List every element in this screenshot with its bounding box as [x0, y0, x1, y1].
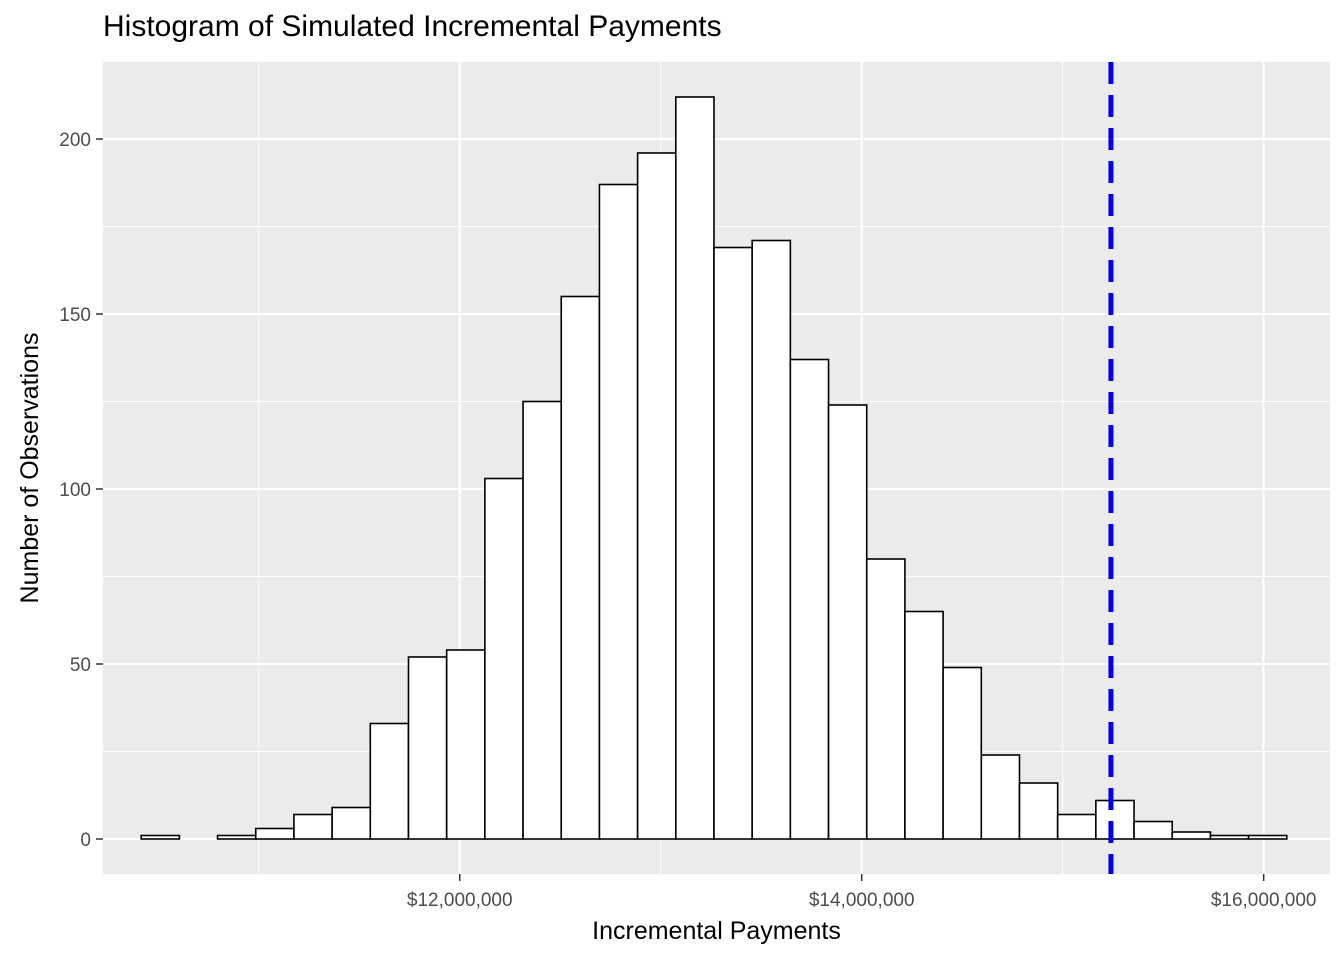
histogram-bar	[751, 239, 792, 840]
histogram-bar	[140, 834, 181, 840]
histogram-bar	[1171, 831, 1212, 840]
histogram-bar	[484, 477, 524, 840]
y-tick-label: 150	[59, 305, 91, 326]
y-tick-label: 50	[70, 655, 91, 676]
x-tick-label: $12,000,000	[407, 890, 513, 911]
histogram-bar	[254, 827, 295, 840]
histogram-bar	[369, 722, 410, 840]
histogram-bar	[560, 295, 601, 840]
histogram-bar	[942, 666, 983, 840]
histogram-bar	[1209, 834, 1250, 840]
histogram-bar	[522, 400, 563, 840]
histogram-bar	[636, 152, 677, 840]
x-axis-title: Incremental Payments	[592, 917, 841, 945]
chart-title: Histogram of Simulated Incremental Payme…	[103, 10, 722, 43]
histogram-bar	[1056, 813, 1097, 840]
histogram-bar	[1095, 799, 1135, 840]
histogram-bar	[216, 834, 257, 840]
axis-tick-labels: $12,000,000 $14,000,000 $16,000,000 0 50 100 1…	[59, 130, 1316, 911]
histogram-bar	[445, 649, 486, 840]
histogram-bar	[293, 813, 333, 840]
histogram-bar	[331, 806, 372, 840]
y-tick-label: 100	[59, 480, 91, 501]
minor-gridlines	[103, 62, 1330, 874]
y-tick-label: 0	[80, 830, 91, 851]
y-tick-label: 200	[59, 130, 91, 151]
histogram-bar	[980, 754, 1021, 840]
x-tick-label: $14,000,000	[809, 890, 915, 911]
x-tick-label: $16,000,000	[1211, 890, 1317, 911]
histogram-bars	[140, 96, 1288, 840]
histogram-bar	[789, 358, 830, 840]
histogram-bar	[1133, 820, 1174, 840]
histogram-bar	[713, 246, 753, 840]
y-axis-title: Number of Observations	[16, 333, 44, 604]
histogram-bar	[827, 404, 868, 840]
histogram-bar	[865, 558, 906, 840]
histogram-bar	[598, 183, 639, 840]
histogram-bar	[675, 96, 715, 840]
histogram-bar	[407, 656, 448, 840]
histogram-bar	[1247, 834, 1288, 840]
histogram-bar	[1018, 782, 1059, 840]
histogram-bar	[904, 610, 944, 840]
axis-ticks	[96, 138, 1265, 881]
